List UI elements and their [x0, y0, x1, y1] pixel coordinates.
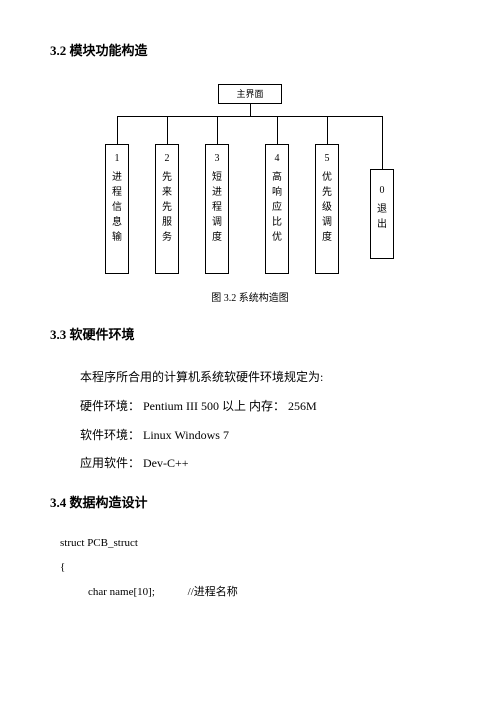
section-3-2-heading: 3.2 模块功能构造 — [50, 40, 450, 59]
structure-diagram: 主界面 1进程信息输2先来先服务3短进程调度4高响应比优5优先级调度0退出 — [90, 84, 410, 284]
diagram-leaf-node: 3 短进程调度 — [205, 144, 229, 274]
section-3-3-heading: 3.3 软硬件环境 — [50, 324, 450, 343]
diagram-leaf-node: 0 退出 — [370, 169, 394, 259]
leaf-char: 进 — [206, 185, 228, 200]
leaf-char: 度 — [206, 230, 228, 245]
code-line: char name[10]; //进程名称 — [88, 580, 450, 604]
leaf-char: 程 — [206, 200, 228, 215]
leaf-char: 优 — [266, 230, 288, 245]
leaf-char: 出 — [371, 217, 393, 232]
leaf-char: 程 — [106, 185, 128, 200]
env-line: 本程序所合用的计算机系统软硬件环境规定为: — [80, 363, 450, 392]
leaf-char: 优 — [316, 170, 338, 185]
environment-description: 本程序所合用的计算机系统软硬件环境规定为: 硬件环境： Pentium III … — [80, 363, 450, 478]
leaf-char: 先 — [156, 200, 178, 215]
diagram-branch-connector — [327, 116, 328, 144]
code-declaration: char name[10]; — [88, 586, 155, 598]
leaf-number: 2 — [156, 153, 178, 164]
code-comment: //进程名称 — [188, 586, 238, 598]
leaf-number: 5 — [316, 153, 338, 164]
leaf-char: 进 — [106, 170, 128, 185]
diagram-caption: 图 3.2 系统构造图 — [50, 289, 450, 304]
leaf-char: 务 — [156, 230, 178, 245]
leaf-char: 先 — [156, 170, 178, 185]
leaf-char: 先 — [316, 185, 338, 200]
leaf-char: 响 — [266, 185, 288, 200]
env-line: 硬件环境： Pentium III 500 以上 内存： 256M — [80, 392, 450, 421]
diagram-leaf-node: 1 进程信息输 — [105, 144, 129, 274]
leaf-char: 来 — [156, 185, 178, 200]
leaf-char: 调 — [316, 215, 338, 230]
diagram-horizontal-line — [117, 116, 382, 117]
diagram-branch-connector — [217, 116, 218, 144]
leaf-char: 短 — [206, 170, 228, 185]
env-line: 应用软件： Dev-C++ — [80, 449, 450, 478]
diagram-root-node: 主界面 — [218, 84, 282, 104]
diagram-branch-connector — [382, 116, 383, 169]
code-line: { — [60, 555, 450, 579]
leaf-char: 应 — [266, 200, 288, 215]
diagram-leaf-node: 4 高响应比优 — [265, 144, 289, 274]
env-line: 软件环境： Linux Windows 7 — [80, 421, 450, 450]
leaf-char: 调 — [206, 215, 228, 230]
leaf-number: 3 — [206, 153, 228, 164]
code-snippet: struct PCB_struct { char name[10]; //进程名… — [60, 531, 450, 604]
section-3-4-heading: 3.4 数据构造设计 — [50, 492, 450, 511]
code-line: struct PCB_struct — [60, 531, 450, 555]
leaf-char: 信 — [106, 200, 128, 215]
diagram-branch-connector — [117, 116, 118, 144]
diagram-leaf-node: 2先来先服务 — [155, 144, 179, 274]
diagram-root-connector — [250, 104, 251, 116]
leaf-char: 度 — [316, 230, 338, 245]
diagram-leaf-node: 5 优先级调度 — [315, 144, 339, 274]
leaf-char: 级 — [316, 200, 338, 215]
diagram-branch-connector — [167, 116, 168, 144]
leaf-char: 高 — [266, 170, 288, 185]
leaf-number: 1 — [106, 153, 128, 164]
leaf-number: 4 — [266, 153, 288, 164]
leaf-char: 输 — [106, 230, 128, 245]
leaf-char: 比 — [266, 215, 288, 230]
leaf-number: 0 — [371, 185, 393, 196]
leaf-char: 服 — [156, 215, 178, 230]
diagram-branch-connector — [277, 116, 278, 144]
leaf-char: 退 — [371, 202, 393, 217]
leaf-char: 息 — [106, 215, 128, 230]
